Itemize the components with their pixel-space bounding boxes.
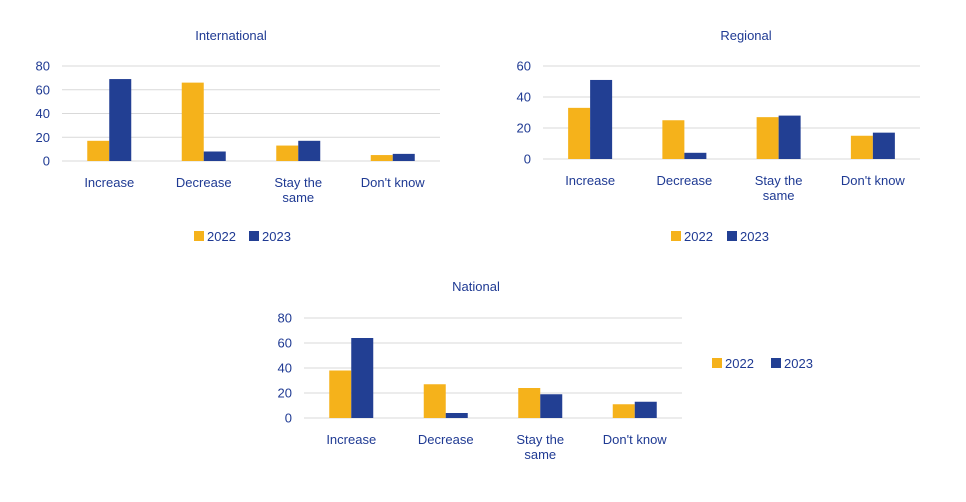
legend-label: 2023 bbox=[784, 356, 813, 371]
legend-swatch-2023 bbox=[771, 358, 781, 368]
y-tick-label: 80 bbox=[36, 59, 50, 74]
y-tick-label: 20 bbox=[36, 130, 50, 145]
y-tick-label: 40 bbox=[517, 90, 531, 105]
legend-swatch-2023 bbox=[727, 231, 737, 241]
y-tick-label: 80 bbox=[278, 311, 292, 326]
chart-title: Regional bbox=[720, 28, 771, 43]
chart-regional: Regional 0 20 40 60 Increase Decrease Stay the s… bbox=[517, 28, 920, 244]
category-label: Increase bbox=[84, 175, 134, 190]
legend-label: 2022 bbox=[725, 356, 754, 371]
bar-2022-stay-the-same bbox=[756, 117, 779, 159]
legend-swatch-2022 bbox=[671, 231, 681, 241]
y-tick-label: 60 bbox=[278, 336, 292, 351]
y-tick-label: 0 bbox=[524, 152, 531, 167]
bar-2023-increase bbox=[590, 79, 613, 159]
bar-2023-stay-the-same bbox=[298, 140, 321, 161]
y-tick-label: 40 bbox=[278, 361, 292, 376]
chart-international: International 0 20 40 60 80 Increase Decrease St… bbox=[36, 28, 440, 244]
category-label: Stay the same bbox=[755, 173, 803, 203]
bar-2023-decrease bbox=[684, 152, 707, 159]
bar-2023-don-t-know bbox=[634, 401, 657, 418]
chart-title: National bbox=[452, 279, 500, 294]
legend-label: 2023 bbox=[740, 229, 769, 244]
bar-2022-don-t-know bbox=[370, 155, 393, 161]
y-tick-label: 20 bbox=[517, 121, 531, 136]
bar-2022-increase bbox=[568, 107, 591, 159]
bar-2022-decrease bbox=[662, 120, 685, 159]
bar-2023-don-t-know bbox=[392, 153, 415, 161]
bar-2022-decrease bbox=[181, 82, 204, 161]
legend-swatch-2022 bbox=[194, 231, 204, 241]
category-label: Don't know bbox=[841, 173, 906, 188]
bar-2023-decrease bbox=[445, 413, 468, 418]
category-label: Decrease bbox=[657, 173, 713, 188]
legend-label: 2022 bbox=[207, 229, 236, 244]
chart-title: International bbox=[195, 28, 267, 43]
bar-2022-stay-the-same bbox=[276, 145, 299, 161]
category-label: Increase bbox=[326, 432, 376, 447]
category-label: Don't know bbox=[603, 432, 668, 447]
bar-2022-increase bbox=[329, 370, 352, 418]
bar-2023-increase bbox=[109, 79, 132, 161]
legend-swatch-2023 bbox=[249, 231, 259, 241]
category-label: Increase bbox=[565, 173, 615, 188]
bar-2022-don-t-know bbox=[612, 404, 635, 418]
category-label: Stay the same bbox=[516, 432, 564, 462]
legend-label: 2023 bbox=[262, 229, 291, 244]
category-label: Decrease bbox=[418, 432, 474, 447]
bar-2023-stay-the-same bbox=[778, 115, 801, 159]
category-label: Stay the same bbox=[274, 175, 322, 205]
chart-national: National 0 20 40 60 80 Increase Decrease Stay th… bbox=[278, 279, 813, 462]
y-tick-label: 20 bbox=[278, 386, 292, 401]
y-tick-label: 60 bbox=[517, 59, 531, 74]
bar-2022-stay-the-same bbox=[518, 388, 541, 418]
category-label: Decrease bbox=[176, 175, 232, 190]
legend-label: 2022 bbox=[684, 229, 713, 244]
bar-2023-increase bbox=[351, 338, 374, 418]
y-tick-label: 0 bbox=[43, 154, 50, 169]
y-tick-label: 60 bbox=[36, 82, 50, 97]
y-tick-label: 40 bbox=[36, 106, 50, 121]
category-label: Don't know bbox=[361, 175, 426, 190]
y-tick-label: 0 bbox=[285, 411, 292, 426]
legend-swatch-2022 bbox=[712, 358, 722, 368]
bar-2022-decrease bbox=[423, 384, 446, 418]
bar-2022-don-t-know bbox=[850, 135, 873, 159]
bar-2022-increase bbox=[87, 140, 110, 161]
bar-2023-don-t-know bbox=[872, 132, 895, 159]
bar-2023-stay-the-same bbox=[540, 394, 563, 418]
bar-2023-decrease bbox=[203, 151, 226, 161]
